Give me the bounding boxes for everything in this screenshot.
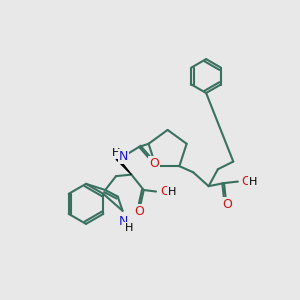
Text: O: O — [134, 205, 144, 218]
Text: N: N — [119, 150, 128, 164]
Text: O: O — [242, 175, 252, 188]
Text: O: O — [149, 157, 159, 170]
Text: N: N — [119, 215, 128, 228]
Text: H: H — [168, 187, 176, 196]
Text: H: H — [249, 177, 257, 187]
Polygon shape — [116, 159, 131, 175]
Text: O: O — [222, 198, 232, 211]
Text: H: H — [124, 223, 133, 233]
Text: O: O — [161, 185, 171, 198]
Text: H: H — [112, 148, 120, 158]
